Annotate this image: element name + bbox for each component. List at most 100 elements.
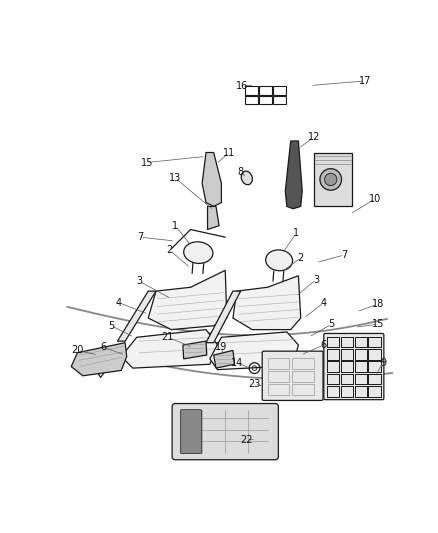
Bar [368, 349, 381, 360]
Bar [341, 361, 353, 372]
Bar [292, 371, 314, 382]
Text: 10: 10 [369, 193, 381, 204]
Text: 2: 2 [167, 245, 173, 255]
Bar [341, 349, 353, 360]
Bar [368, 386, 381, 397]
Polygon shape [285, 141, 302, 209]
Polygon shape [148, 270, 227, 329]
Bar [268, 358, 289, 369]
FancyBboxPatch shape [262, 351, 323, 400]
Bar [327, 386, 339, 397]
Bar [355, 374, 367, 384]
Bar [268, 384, 289, 395]
Text: 5: 5 [108, 321, 114, 331]
Bar [368, 374, 381, 384]
Text: 21: 21 [161, 332, 174, 342]
Text: 20: 20 [71, 345, 84, 356]
Bar [245, 86, 258, 95]
Text: 17: 17 [359, 76, 371, 86]
Bar [327, 336, 339, 348]
Text: 4: 4 [321, 297, 327, 308]
Text: 15: 15 [371, 319, 384, 329]
Text: 7: 7 [138, 232, 144, 242]
Bar [341, 336, 353, 348]
Polygon shape [210, 332, 298, 370]
Bar [355, 336, 367, 348]
Bar [341, 361, 353, 372]
Polygon shape [183, 341, 207, 359]
Polygon shape [71, 343, 127, 376]
Bar [259, 95, 272, 104]
Bar [292, 384, 314, 395]
Text: 12: 12 [307, 132, 320, 142]
Text: 3: 3 [136, 276, 142, 286]
Bar [292, 358, 314, 369]
Text: 18: 18 [371, 299, 384, 309]
Text: 7: 7 [342, 250, 348, 260]
Bar [355, 374, 367, 384]
Bar [341, 374, 353, 384]
Ellipse shape [241, 171, 252, 185]
Polygon shape [117, 291, 156, 341]
Bar [259, 86, 272, 95]
FancyBboxPatch shape [172, 403, 279, 460]
Bar [355, 349, 367, 360]
Text: 1: 1 [172, 221, 178, 231]
Text: 4: 4 [116, 297, 122, 308]
Text: 13: 13 [169, 173, 181, 183]
Text: 3: 3 [313, 274, 319, 285]
Text: 6: 6 [101, 342, 106, 352]
Bar [368, 336, 381, 348]
Text: 2: 2 [297, 253, 304, 263]
Bar [327, 349, 339, 360]
Polygon shape [206, 291, 240, 343]
Text: 16: 16 [236, 80, 248, 91]
Polygon shape [208, 206, 219, 230]
Bar [368, 361, 381, 372]
Bar [341, 374, 353, 384]
Bar [327, 349, 339, 360]
Bar [273, 95, 286, 104]
Bar [341, 386, 353, 397]
Polygon shape [233, 276, 301, 329]
Text: 8: 8 [237, 167, 244, 177]
Bar [327, 374, 339, 384]
Text: 23: 23 [248, 378, 261, 389]
Bar [368, 336, 381, 348]
Bar [327, 361, 339, 372]
Bar [355, 349, 367, 360]
Polygon shape [202, 152, 221, 206]
Polygon shape [121, 329, 218, 368]
Bar [268, 371, 289, 382]
Text: 6: 6 [321, 340, 327, 350]
FancyBboxPatch shape [314, 152, 352, 206]
Text: 19: 19 [215, 342, 227, 352]
Text: 15: 15 [141, 158, 153, 167]
Text: 5: 5 [328, 319, 335, 329]
FancyBboxPatch shape [180, 410, 201, 454]
Bar [327, 386, 339, 397]
Bar [368, 386, 381, 397]
Bar [341, 349, 353, 360]
Bar [273, 86, 286, 95]
Bar [355, 386, 367, 397]
Bar [327, 361, 339, 372]
Ellipse shape [325, 173, 337, 185]
Polygon shape [214, 350, 234, 368]
Text: 22: 22 [240, 435, 253, 445]
Ellipse shape [266, 250, 293, 271]
Bar [355, 336, 367, 348]
Bar [355, 386, 367, 397]
Bar [368, 374, 381, 384]
Text: 11: 11 [223, 148, 235, 158]
Text: 1: 1 [293, 228, 299, 238]
Bar [327, 374, 339, 384]
Text: 14: 14 [231, 358, 243, 368]
Bar [368, 349, 381, 360]
Ellipse shape [184, 242, 213, 263]
Bar [368, 361, 381, 372]
Text: 9: 9 [380, 358, 386, 368]
Bar [341, 336, 353, 348]
FancyBboxPatch shape [324, 334, 384, 400]
Bar [327, 336, 339, 348]
